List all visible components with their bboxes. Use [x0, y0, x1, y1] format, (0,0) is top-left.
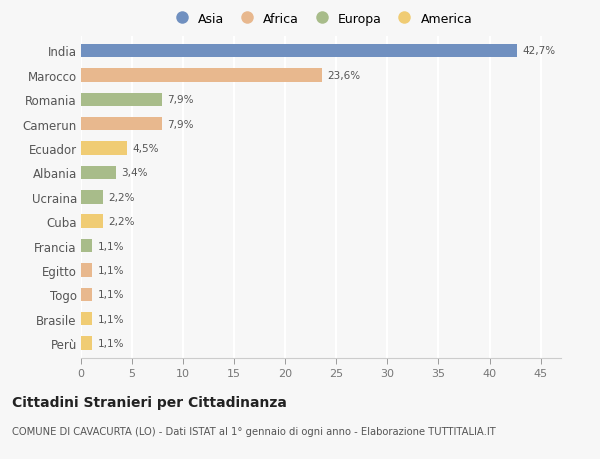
Text: 4,5%: 4,5% — [132, 144, 158, 154]
Text: 42,7%: 42,7% — [522, 46, 556, 56]
Bar — [81, 45, 517, 58]
Text: 1,1%: 1,1% — [97, 265, 124, 275]
Bar — [81, 288, 92, 302]
Text: 1,1%: 1,1% — [97, 338, 124, 348]
Bar — [81, 142, 127, 156]
Text: 3,4%: 3,4% — [121, 168, 148, 178]
Bar — [81, 337, 92, 350]
Text: 2,2%: 2,2% — [109, 217, 135, 227]
Bar — [81, 118, 161, 131]
Bar — [81, 215, 103, 229]
Legend: Asia, Africa, Europa, America: Asia, Africa, Europa, America — [164, 8, 478, 31]
Text: COMUNE DI CAVACURTA (LO) - Dati ISTAT al 1° gennaio di ogni anno - Elaborazione : COMUNE DI CAVACURTA (LO) - Dati ISTAT al… — [12, 426, 496, 436]
Bar — [81, 264, 92, 277]
Text: Cittadini Stranieri per Cittadinanza: Cittadini Stranieri per Cittadinanza — [12, 395, 287, 409]
Bar — [81, 69, 322, 82]
Bar — [81, 313, 92, 326]
Text: 7,9%: 7,9% — [167, 95, 193, 105]
Text: 1,1%: 1,1% — [97, 314, 124, 324]
Text: 1,1%: 1,1% — [97, 290, 124, 300]
Text: 23,6%: 23,6% — [327, 71, 360, 81]
Bar — [81, 239, 92, 253]
Bar — [81, 190, 103, 204]
Text: 1,1%: 1,1% — [97, 241, 124, 251]
Text: 2,2%: 2,2% — [109, 192, 135, 202]
Bar — [81, 93, 161, 106]
Text: 7,9%: 7,9% — [167, 119, 193, 129]
Bar — [81, 166, 116, 180]
